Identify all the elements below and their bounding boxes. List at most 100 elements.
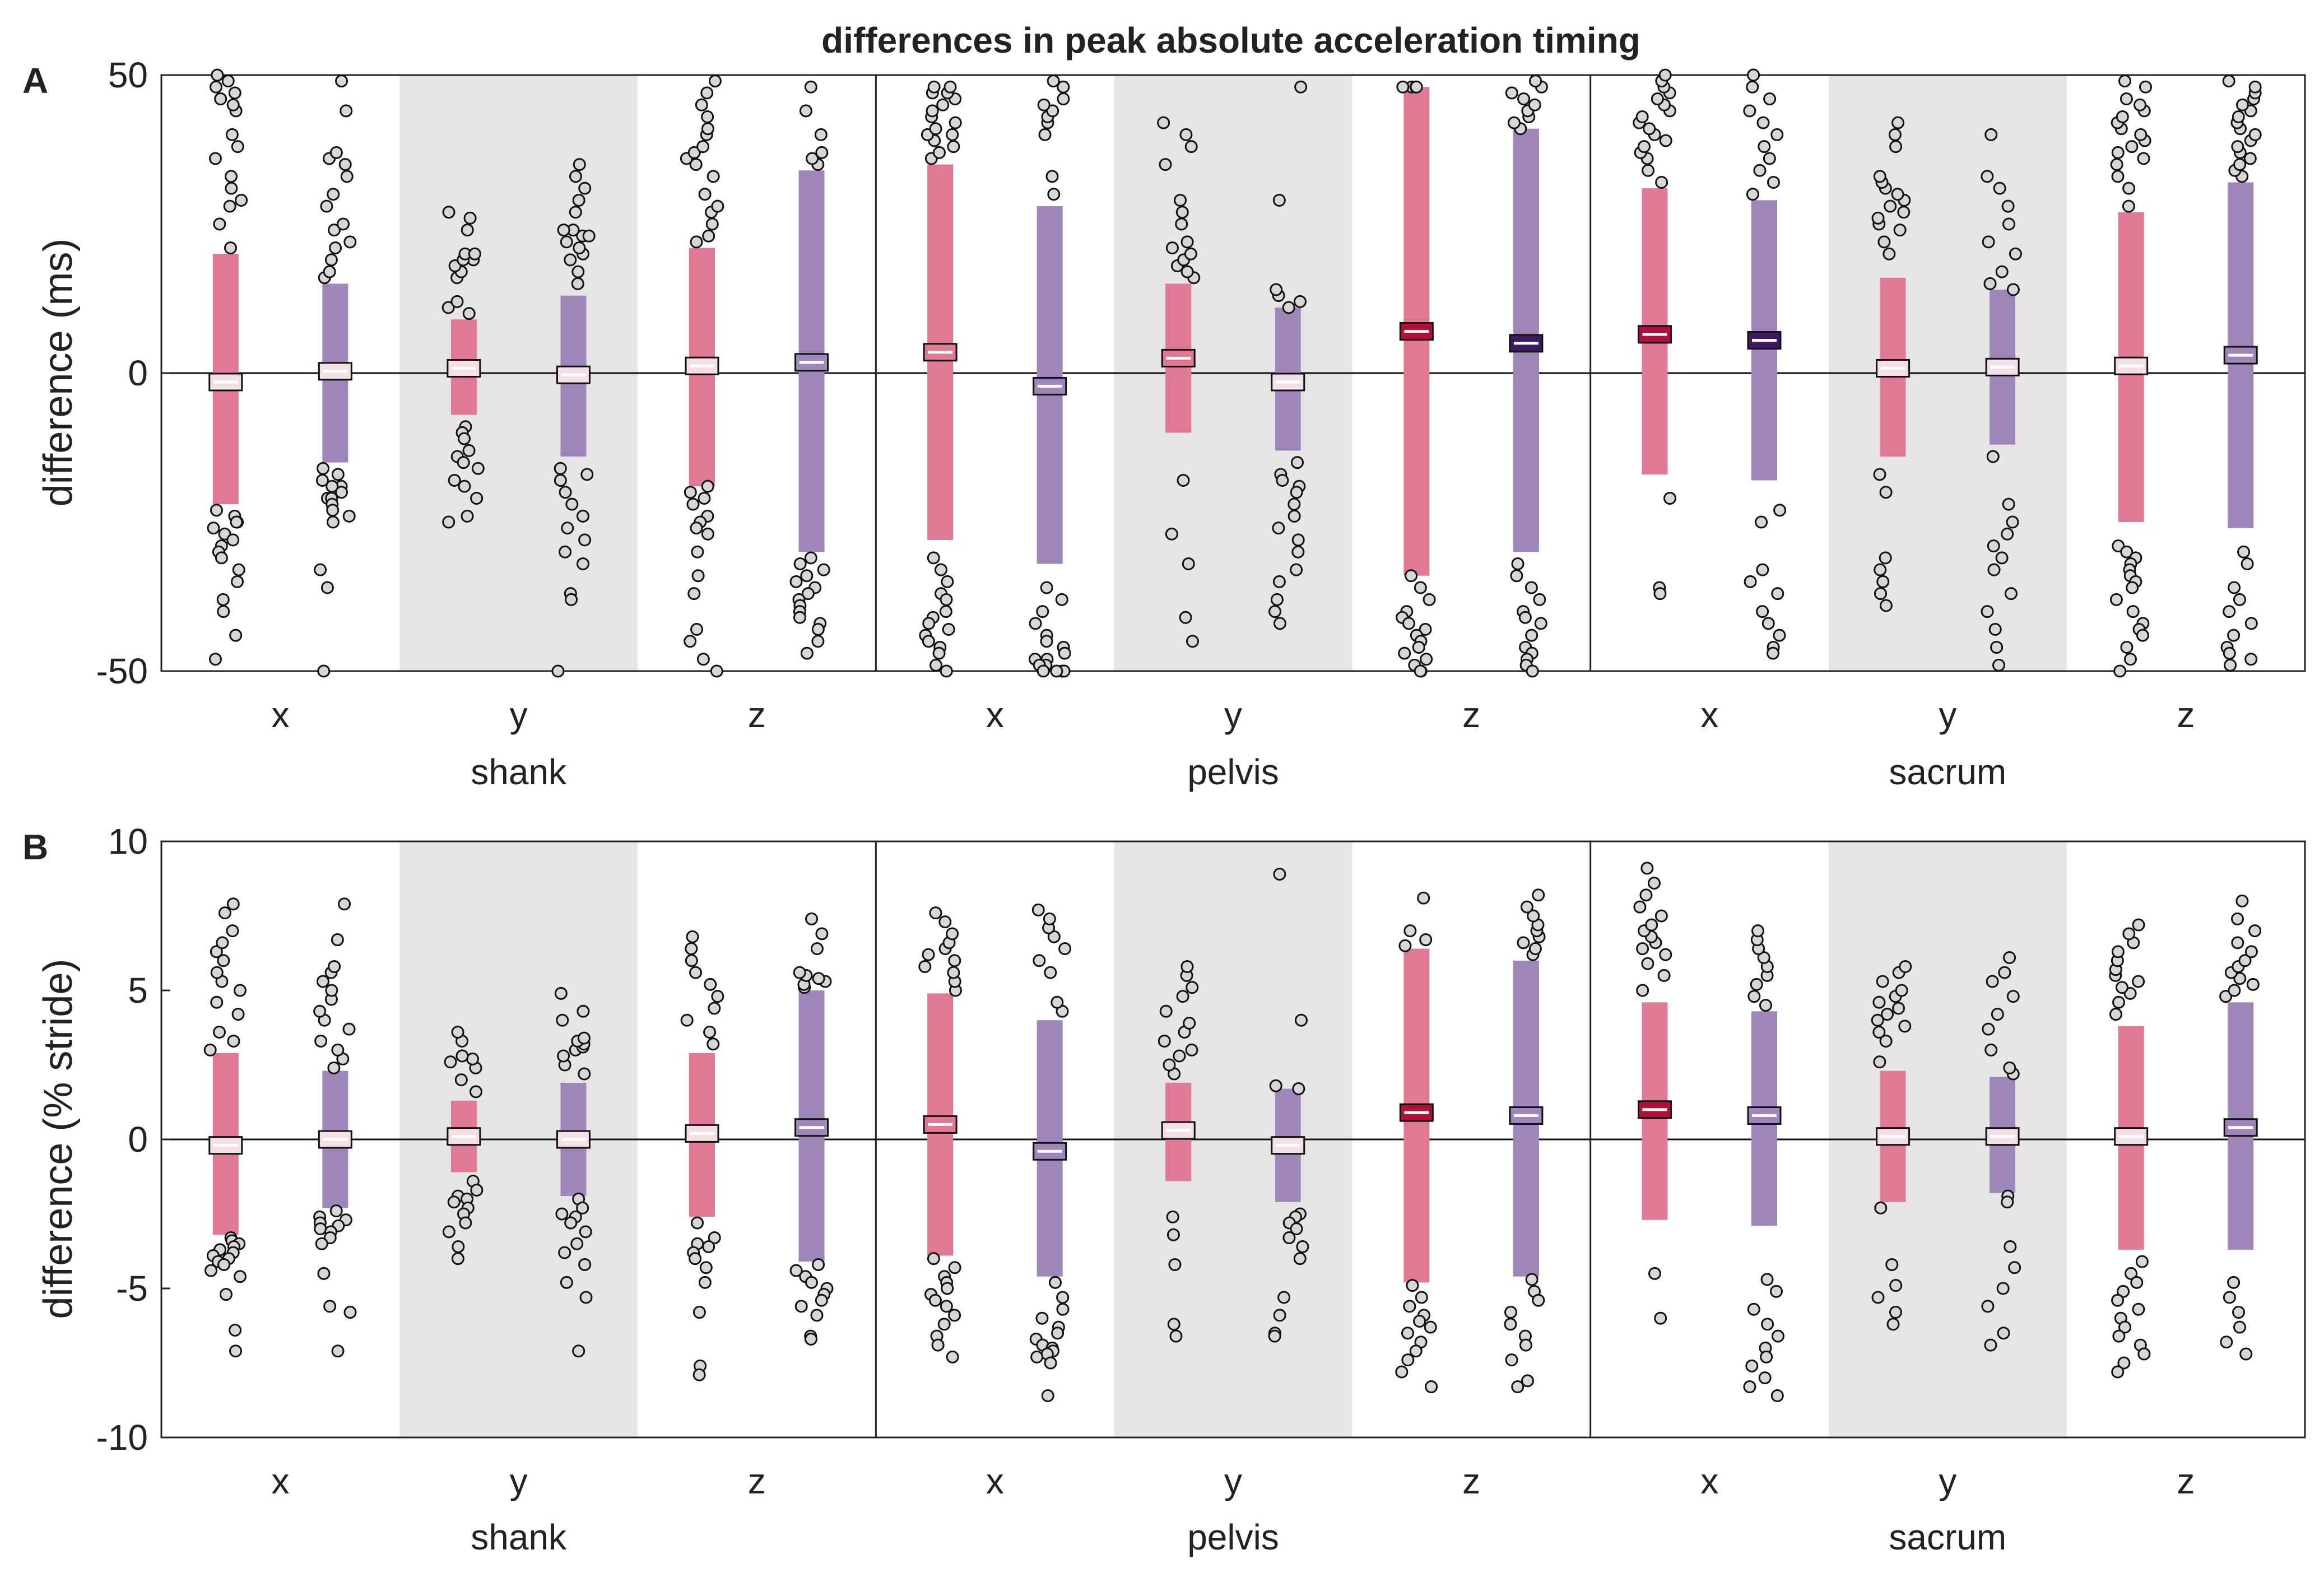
data-point bbox=[224, 241, 237, 255]
data-point bbox=[696, 140, 710, 153]
data-point bbox=[1767, 646, 1780, 660]
data-point bbox=[927, 551, 940, 565]
data-point bbox=[800, 646, 814, 660]
data-point bbox=[331, 1043, 345, 1057]
data-point bbox=[1654, 909, 1668, 923]
data-point bbox=[211, 68, 224, 82]
data-point bbox=[685, 954, 698, 967]
data-point bbox=[1051, 995, 1064, 1009]
data-point bbox=[329, 146, 343, 159]
data-point bbox=[1520, 900, 1533, 914]
data-point bbox=[317, 664, 331, 678]
data-point bbox=[2233, 158, 2247, 171]
data-point bbox=[1892, 1002, 1905, 1015]
data-point bbox=[2111, 1293, 2125, 1307]
data-point bbox=[1291, 533, 1305, 547]
data-point bbox=[231, 140, 244, 153]
data-point bbox=[1044, 966, 1057, 979]
x-axis-label-shank-x: x bbox=[272, 1461, 290, 1501]
data-point bbox=[569, 170, 582, 183]
data-point bbox=[1981, 605, 1994, 618]
data-point bbox=[2228, 984, 2241, 997]
data-point bbox=[1763, 152, 1776, 165]
data-point bbox=[1040, 635, 1053, 648]
data-point bbox=[2002, 217, 2016, 231]
data-point bbox=[801, 587, 815, 601]
data-point bbox=[2111, 146, 2125, 159]
x-axis-label-shank-z: z bbox=[748, 1461, 766, 1501]
data-point bbox=[2232, 110, 2245, 123]
data-point bbox=[789, 1264, 803, 1277]
data-point bbox=[327, 188, 340, 201]
data-point bbox=[335, 486, 348, 499]
data-point bbox=[1507, 116, 1521, 129]
data-point bbox=[1293, 1252, 1307, 1265]
data-point bbox=[577, 1004, 590, 1018]
x-axis-label-pelvis-x: x bbox=[986, 1461, 1004, 1501]
data-point bbox=[1747, 68, 1760, 82]
data-point bbox=[1771, 1329, 1784, 1343]
data-point bbox=[2248, 924, 2262, 938]
data-point bbox=[814, 128, 828, 141]
data-point bbox=[1296, 1240, 1309, 1254]
data-point bbox=[1425, 1380, 1438, 1394]
data-point bbox=[937, 1318, 951, 1331]
data-point bbox=[1165, 241, 1179, 255]
data-point bbox=[1873, 170, 1886, 183]
data-point bbox=[927, 1252, 940, 1265]
data-point bbox=[204, 1264, 218, 1277]
data-point bbox=[1398, 646, 1411, 660]
data-point bbox=[1883, 247, 1896, 260]
data-point bbox=[698, 491, 711, 505]
data-point bbox=[471, 462, 485, 475]
data-point bbox=[2001, 527, 2014, 541]
data-point bbox=[555, 1207, 569, 1221]
data-point bbox=[1645, 918, 1658, 932]
panel-a-letter: A bbox=[22, 61, 48, 101]
data-point bbox=[571, 277, 584, 290]
data-point bbox=[1288, 509, 1301, 523]
data-point bbox=[942, 623, 955, 636]
data-point bbox=[2137, 1347, 2151, 1361]
x-axis-label-pelvis-z: z bbox=[1462, 695, 1480, 735]
data-point bbox=[2002, 497, 2015, 511]
data-point bbox=[2244, 617, 2258, 630]
data-point bbox=[320, 581, 334, 594]
data-point bbox=[1746, 188, 1759, 201]
data-point bbox=[1760, 1273, 1774, 1286]
data-point bbox=[1983, 277, 1997, 290]
data-point bbox=[451, 1252, 464, 1265]
data-point bbox=[1647, 876, 1661, 890]
x-axis-label-sacrum-y: y bbox=[1939, 695, 1956, 735]
data-point bbox=[217, 954, 230, 967]
location-label-sacrum: sacrum bbox=[1889, 752, 2006, 792]
data-point bbox=[2001, 199, 2015, 213]
data-point bbox=[331, 933, 344, 947]
data-point bbox=[564, 253, 577, 267]
data-point bbox=[1163, 1058, 1176, 1072]
data-point bbox=[947, 966, 960, 979]
data-point bbox=[317, 462, 330, 475]
data-point bbox=[577, 557, 590, 570]
data-point bbox=[1899, 960, 1912, 973]
data-point bbox=[918, 960, 932, 973]
data-point bbox=[929, 122, 942, 136]
data-point bbox=[1637, 140, 1651, 153]
data-point bbox=[1395, 1365, 1409, 1379]
data-point bbox=[1412, 640, 1425, 654]
data-point bbox=[233, 984, 247, 997]
data-point bbox=[804, 551, 817, 565]
data-point bbox=[329, 1204, 343, 1218]
data-point bbox=[565, 497, 579, 511]
data-point bbox=[235, 193, 248, 207]
data-point bbox=[1288, 497, 1301, 511]
data-point bbox=[2136, 629, 2149, 642]
data-point bbox=[2006, 283, 2020, 296]
data-point bbox=[1873, 1055, 1886, 1069]
data-point bbox=[203, 1043, 217, 1057]
data-point bbox=[343, 235, 357, 249]
data-point bbox=[1401, 1327, 1414, 1340]
data-point bbox=[1270, 593, 1284, 606]
data-point bbox=[1756, 116, 1770, 129]
data-point bbox=[2132, 918, 2145, 932]
